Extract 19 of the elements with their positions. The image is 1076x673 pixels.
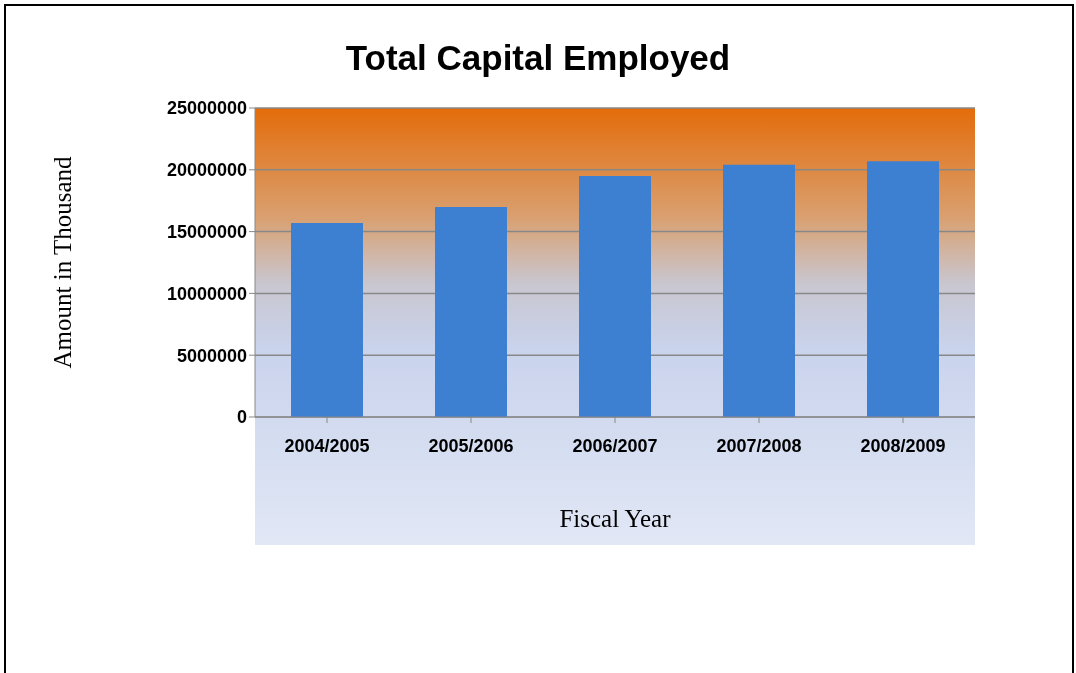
bar — [291, 222, 363, 417]
x-tick-label: 2007/2008 — [716, 435, 802, 456]
bar — [867, 161, 939, 417]
y-tick-label: 5000000 — [176, 345, 247, 366]
y-tick-label: 10000000 — [166, 283, 247, 304]
bar — [435, 206, 507, 417]
x-tick-label: 2008/2009 — [860, 435, 946, 456]
y-axis-title: Amount in Thousand — [48, 155, 76, 369]
x-tick-label: 2005/2006 — [428, 435, 514, 456]
y-tick-label: 20000000 — [166, 160, 247, 181]
y-tick-label: 15000000 — [166, 221, 247, 242]
y-tick-label: 0 — [236, 407, 247, 428]
y-tick-label: 25000000 — [166, 98, 247, 119]
bar — [723, 164, 795, 417]
x-tick-label: 2006/2007 — [572, 435, 658, 456]
x-axis-title: Fiscal Year — [559, 505, 672, 532]
chart-title: Total Capital Employed — [344, 38, 732, 78]
x-tick-label: 2004/2005 — [284, 435, 370, 456]
bar — [579, 175, 651, 417]
